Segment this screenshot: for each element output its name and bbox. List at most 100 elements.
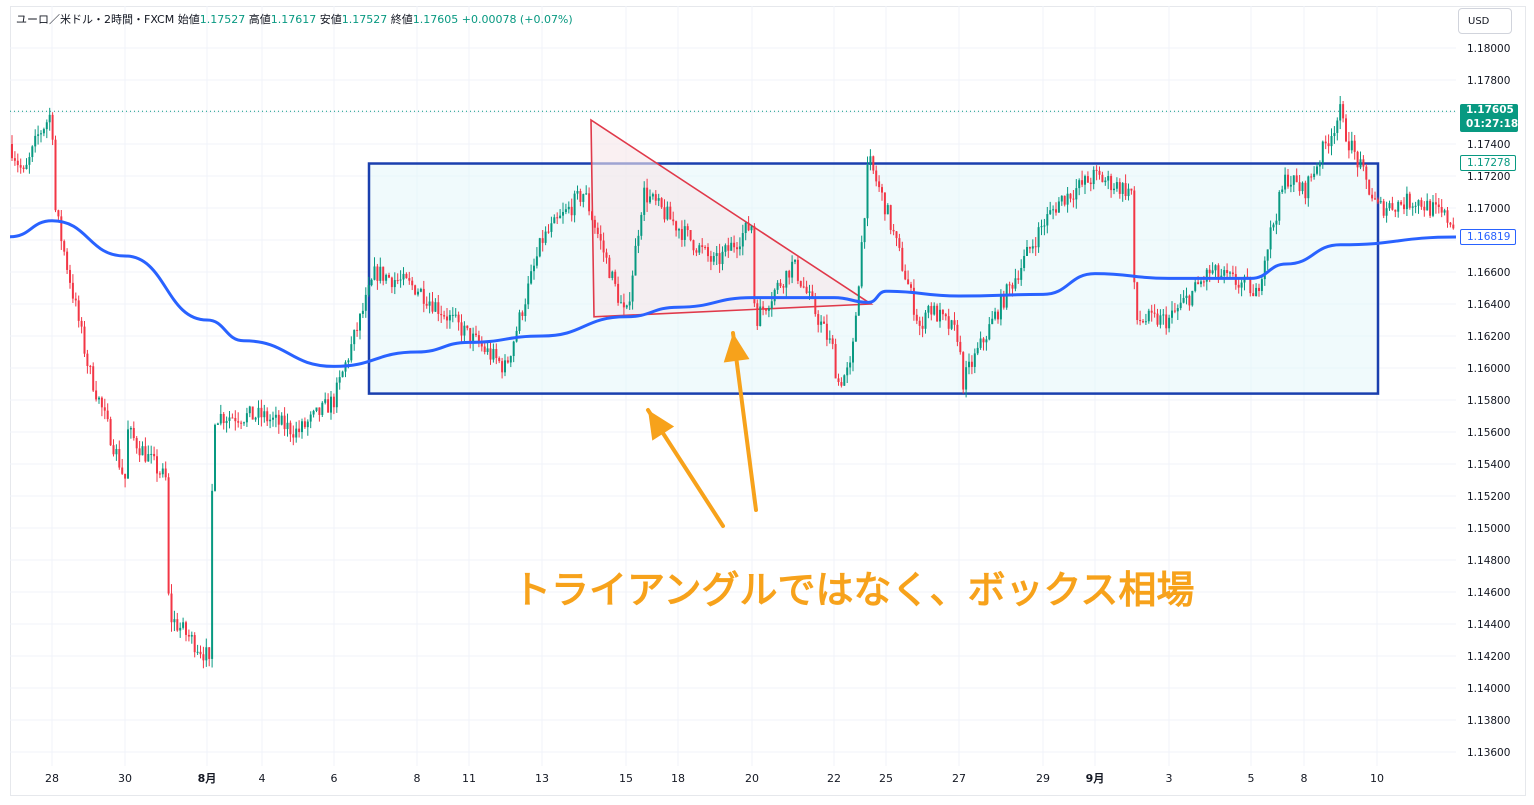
- candle: [1086, 171, 1089, 183]
- candle-body: [1388, 203, 1391, 209]
- candle-body: [1240, 282, 1243, 288]
- candle-body: [138, 448, 141, 456]
- candle: [1026, 239, 1028, 256]
- candle: [1382, 198, 1385, 219]
- candle: [280, 412, 283, 426]
- candle-body: [1095, 169, 1098, 171]
- candle-body: [425, 303, 428, 306]
- time-axis[interactable]: 28 30 8月 4 6 8 11 13 15 18 20 22 25 27 29 9月 3 5 8 10: [45, 772, 1384, 785]
- candle: [1350, 131, 1353, 154]
- candle-body: [1313, 173, 1316, 178]
- candle: [944, 312, 947, 321]
- candle: [335, 377, 338, 413]
- candle: [895, 230, 898, 247]
- candle: [973, 348, 976, 374]
- candle-body: [495, 348, 498, 359]
- candle: [66, 248, 69, 275]
- candle: [1313, 166, 1316, 180]
- candle: [272, 411, 274, 427]
- candle-body: [794, 259, 796, 262]
- candle-body: [1078, 180, 1081, 189]
- candle-body: [576, 191, 579, 194]
- candle: [1130, 188, 1133, 195]
- candle-body: [13, 158, 16, 161]
- candle-body: [1292, 175, 1295, 185]
- candle-body: [608, 257, 611, 278]
- candle-body: [16, 160, 19, 166]
- candle: [533, 258, 535, 280]
- candle: [1173, 302, 1176, 314]
- candle: [309, 411, 312, 429]
- candle: [518, 309, 521, 334]
- candle: [1055, 202, 1057, 216]
- candle: [1014, 268, 1017, 292]
- candle-body: [582, 194, 585, 202]
- x-tick-label: 29: [1036, 772, 1050, 785]
- x-tick-label: 27: [952, 772, 966, 785]
- candle: [1182, 290, 1185, 304]
- candle: [34, 129, 37, 153]
- candle: [904, 264, 907, 281]
- candle-body: [1287, 174, 1289, 187]
- candle-body: [718, 253, 721, 265]
- candle-body: [547, 231, 550, 233]
- candle: [460, 314, 463, 342]
- candle-body: [715, 253, 718, 257]
- candle: [1420, 197, 1423, 210]
- candle: [1330, 128, 1333, 156]
- candle: [779, 279, 782, 288]
- candle: [419, 287, 422, 293]
- candle: [132, 421, 135, 441]
- candle-body: [875, 170, 878, 182]
- candle-body: [1139, 320, 1142, 322]
- candle-body: [805, 286, 808, 293]
- candle-body: [251, 406, 254, 420]
- candle-body: [135, 438, 138, 449]
- y-tick-label: 1.13600: [1467, 747, 1510, 759]
- candle-body: [991, 318, 994, 325]
- candle: [1136, 281, 1139, 325]
- currency-selector[interactable]: USD: [1458, 8, 1512, 34]
- candle: [1142, 319, 1144, 324]
- candle-body: [736, 247, 738, 250]
- candle-body: [1121, 183, 1124, 194]
- y-tick-label: 1.17200: [1467, 171, 1510, 183]
- candle-body: [504, 360, 506, 373]
- candle: [1084, 174, 1086, 195]
- candle: [1052, 205, 1055, 220]
- candle-body: [1324, 141, 1327, 144]
- candle: [274, 406, 277, 428]
- candle-body: [318, 407, 321, 415]
- candle: [530, 264, 533, 285]
- candle-body: [738, 246, 741, 250]
- candle-body: [712, 256, 715, 262]
- candle-body: [1432, 202, 1434, 216]
- candle-body: [460, 322, 463, 336]
- y-tick-label: 1.18000: [1467, 43, 1510, 55]
- candle: [1353, 135, 1356, 160]
- candle: [573, 190, 576, 223]
- candle: [976, 342, 979, 356]
- price-axis[interactable]: 1.180001.178001.176001.174001.172001.170…: [1467, 43, 1510, 759]
- candle: [654, 190, 657, 206]
- candle: [843, 374, 846, 386]
- candle-body: [446, 316, 448, 321]
- candle-body: [144, 446, 147, 462]
- last-price-tag: 1.17605 01:27:18: [1460, 104, 1518, 132]
- candle-body: [1110, 175, 1113, 191]
- candle-body: [1408, 193, 1411, 208]
- candle: [425, 296, 428, 309]
- candle: [144, 437, 147, 463]
- candle-body: [1295, 175, 1298, 183]
- candle-body: [846, 367, 849, 376]
- candle: [451, 307, 454, 323]
- candle: [727, 237, 730, 258]
- candle: [1414, 201, 1417, 214]
- candle-body: [1327, 143, 1330, 147]
- y-tick-label: 1.13800: [1467, 715, 1510, 727]
- candle-body: [434, 302, 437, 312]
- candle: [13, 151, 16, 166]
- candle-body: [1130, 188, 1133, 191]
- candle: [968, 353, 970, 375]
